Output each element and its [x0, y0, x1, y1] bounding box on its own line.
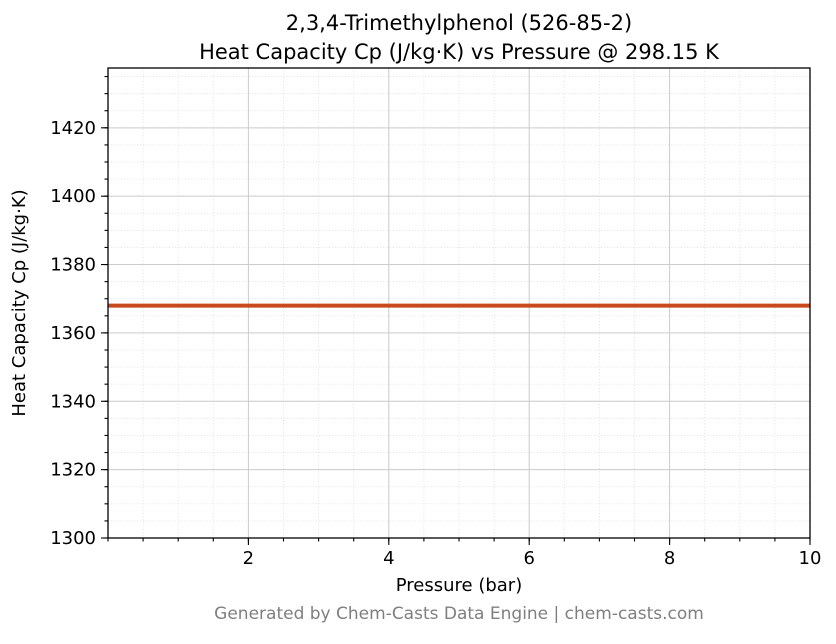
svg-text:1340: 1340: [50, 391, 96, 412]
svg-text:1400: 1400: [50, 186, 96, 207]
axis-ticks: [101, 75, 811, 545]
svg-text:2: 2: [243, 548, 254, 569]
x-axis-label: Pressure (bar): [396, 575, 522, 596]
chart-title-line2: Heat Capacity Cp (J/kg·K) vs Pressure @ …: [199, 40, 719, 64]
svg-text:10: 10: [799, 548, 822, 569]
svg-text:8: 8: [664, 548, 675, 569]
x-tick-labels: 2 4 6 8 10: [243, 548, 822, 569]
svg-text:4: 4: [383, 548, 394, 569]
svg-text:1420: 1420: [50, 118, 96, 139]
y-tick-labels: 1300 1320 1340 1360 1380 1400 1420: [50, 118, 96, 549]
svg-text:6: 6: [523, 548, 534, 569]
y-axis-label: Heat Capacity Cp (J/kg·K): [9, 189, 30, 416]
svg-text:1360: 1360: [50, 323, 96, 344]
chart-title: 2,3,4-Trimethylphenol (526-85-2) Heat Ca…: [108, 9, 810, 67]
svg-text:1300: 1300: [50, 528, 96, 549]
chart-title-line1: 2,3,4-Trimethylphenol (526-85-2): [285, 11, 633, 35]
footer-credit: Generated by Chem-Casts Data Engine | ch…: [214, 604, 704, 624]
minor-gridlines: [107, 68, 811, 539]
chart-layers: 2 4 6 8 10 1300 1320 1340 1360 1380 1400 1420: [50, 67, 822, 569]
svg-text:1320: 1320: [50, 460, 96, 481]
svg-text:1380: 1380: [50, 255, 96, 276]
